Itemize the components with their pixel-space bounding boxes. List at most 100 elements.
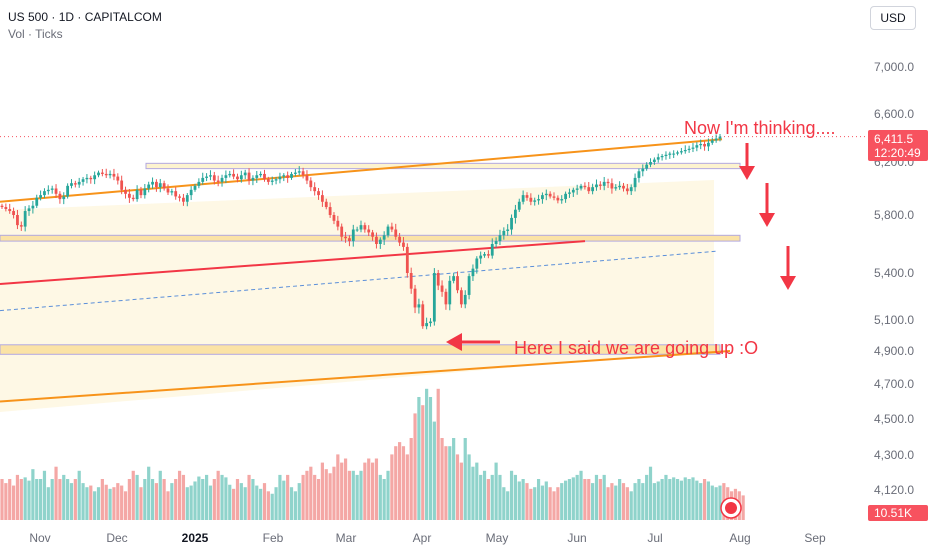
candle [220, 174, 224, 187]
volume-bar [363, 462, 367, 520]
candle-body [243, 172, 247, 176]
candle [112, 168, 116, 181]
candle-body [486, 254, 490, 256]
candle-body [166, 188, 170, 193]
candle-body [641, 168, 645, 172]
candle-body [336, 220, 340, 227]
volume-bar [652, 483, 656, 520]
candle-body [695, 145, 699, 148]
volume-bar [62, 474, 66, 520]
volume-bar [490, 474, 494, 520]
candle [463, 290, 467, 309]
currency-button[interactable]: USD [870, 6, 916, 30]
candle [475, 256, 479, 274]
candle-body [402, 242, 405, 247]
candle-body [224, 175, 228, 178]
volume-bar [618, 479, 622, 520]
candle-body [618, 185, 622, 188]
candle [189, 186, 193, 201]
candle [70, 179, 73, 189]
candle-body [660, 156, 664, 158]
candle [641, 164, 645, 177]
candle-body [205, 176, 208, 178]
candle [618, 181, 622, 190]
candle-body [710, 140, 714, 143]
candle-body [707, 142, 710, 147]
volume-bar [656, 481, 660, 520]
candle-body [537, 199, 540, 201]
candle-body [309, 180, 313, 188]
candle [116, 173, 120, 185]
candle-body [23, 211, 27, 227]
volume-bar [378, 474, 382, 520]
candle-body [382, 235, 386, 240]
volume-bar [683, 477, 687, 520]
candle-body [529, 197, 533, 202]
candle [679, 147, 683, 155]
volume-bar [459, 462, 463, 520]
volume-bar [73, 479, 77, 520]
candle-body [62, 196, 66, 200]
candle-body [571, 189, 575, 193]
volume-bar [255, 485, 259, 520]
volume-bar [629, 491, 633, 520]
candle [425, 317, 429, 330]
candle [398, 232, 402, 247]
volume-bar [204, 474, 209, 520]
volume-bar [417, 397, 421, 520]
symbol-title[interactable]: US 500 · 1D · CAPITALCOM [8, 10, 162, 24]
candle [444, 288, 448, 310]
candle [479, 251, 483, 264]
candle-body [332, 215, 336, 221]
volume-bar [347, 470, 352, 520]
volume-bar [475, 462, 479, 520]
volume-bar [93, 491, 97, 520]
candle [127, 189, 131, 203]
volume-bar [741, 495, 745, 520]
candle [610, 178, 614, 194]
candle-body [147, 184, 151, 189]
time-tick-label: Jul [647, 531, 662, 545]
candle [614, 184, 618, 191]
candle-body [340, 226, 344, 237]
volume-bar [614, 485, 618, 520]
candle [498, 229, 502, 246]
candle [73, 180, 77, 188]
candle [155, 179, 158, 192]
volume-bar [563, 480, 568, 520]
candle [606, 178, 610, 188]
candle-body [209, 175, 212, 177]
volume-bar [672, 477, 676, 520]
candle-body [270, 180, 274, 182]
candle [506, 224, 510, 236]
candle [645, 162, 649, 171]
candle-body [313, 187, 317, 192]
candle-body [263, 173, 266, 180]
candle [525, 192, 529, 201]
candle-body [606, 181, 610, 184]
candle-body [575, 188, 579, 190]
volume-bar [494, 462, 498, 520]
volume-bar [513, 474, 518, 520]
candle-body [494, 241, 498, 244]
volume-bar [502, 487, 506, 520]
candle-body [127, 193, 131, 198]
volume-bar [220, 474, 224, 520]
candle-body [556, 197, 560, 201]
volume-bar [54, 466, 58, 520]
candle [359, 220, 363, 233]
candle-body [510, 217, 513, 230]
candle-body [564, 193, 567, 200]
candle [595, 179, 598, 191]
volume-bar [486, 479, 490, 520]
candle [552, 192, 556, 201]
volume-bar [309, 466, 313, 520]
candle [324, 198, 328, 210]
volume-bar [517, 481, 521, 520]
candle-body [471, 268, 475, 277]
candle-body [27, 208, 31, 212]
volume-indicator-label[interactable]: Vol · Ticks [8, 27, 63, 41]
candle [224, 170, 228, 184]
candle [239, 170, 243, 183]
